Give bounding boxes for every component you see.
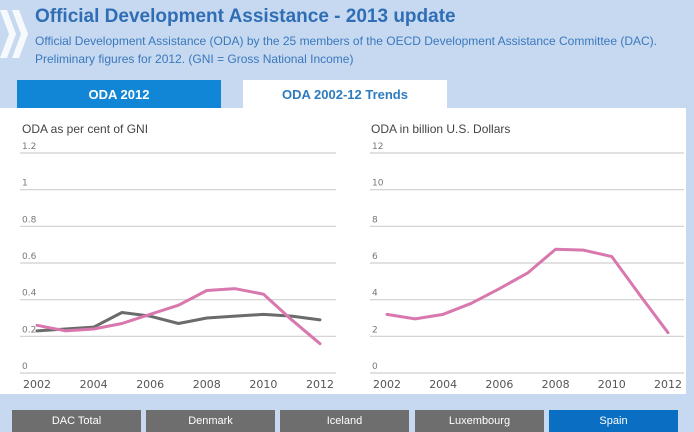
x-tick-label: 2006 — [136, 378, 164, 391]
y-tick-label: 0.4 — [22, 289, 37, 299]
oecd-chevrons-icon — [0, 10, 28, 58]
y-tick-label: 0 — [22, 362, 28, 372]
x-tick-label: 2002 — [23, 378, 51, 391]
x-tick-label: 2002 — [373, 378, 401, 391]
y-tick-label: 1 — [22, 179, 28, 189]
x-tick-label: 2008 — [193, 378, 221, 391]
y-tick-label: 4 — [372, 289, 378, 299]
country-selector: DAC Total Denmark Iceland Luxembourg Spa… — [0, 410, 694, 432]
y-tick-label: 0.6 — [22, 252, 37, 262]
y-tick-label: 1.2 — [22, 142, 36, 152]
chart-title-gni: ODA as per cent of GNI — [22, 122, 149, 136]
series-line-spain[interactable] — [385, 247, 670, 335]
x-tick-label: 2004 — [80, 378, 108, 391]
x-tick-label: 2006 — [485, 378, 513, 391]
x-tick-label: 2012 — [654, 378, 682, 391]
tab-oda-trends[interactable]: ODA 2002-12 Trends — [243, 80, 447, 108]
country-button-iceland[interactable]: Iceland — [280, 410, 409, 432]
country-button-spain[interactable]: Spain — [549, 410, 678, 432]
y-tick-label: 12 — [372, 142, 383, 152]
page-subtitle: Official Development Assistance (ODA) by… — [35, 34, 658, 66]
x-tick-label: 2012 — [306, 378, 334, 391]
y-tick-label: 6 — [372, 252, 378, 262]
country-button-dac-total[interactable]: DAC Total — [12, 410, 141, 432]
y-tick-label: 8 — [372, 215, 378, 225]
y-tick-label: 0.8 — [22, 215, 37, 225]
x-tick-label: 2010 — [598, 378, 626, 391]
series-line-dac-total[interactable] — [35, 311, 322, 333]
chart-title-usd: ODA in billion U.S. Dollars — [371, 122, 511, 136]
x-tick-label: 2004 — [429, 378, 457, 391]
x-tick-label: 2008 — [542, 378, 570, 391]
y-tick-label: 2 — [372, 325, 378, 335]
y-tick-label: 0.2 — [22, 325, 36, 335]
series-line-spain[interactable] — [35, 287, 322, 346]
x-tick-label: 2010 — [249, 378, 277, 391]
y-tick-label: 10 — [372, 179, 384, 189]
tab-oda-2012[interactable]: ODA 2012 — [17, 80, 221, 108]
page-title: Official Development Assistance - 2013 u… — [35, 6, 456, 27]
y-tick-label: 0 — [372, 362, 378, 372]
country-button-luxembourg[interactable]: Luxembourg — [415, 410, 544, 432]
country-button-denmark[interactable]: Denmark — [146, 410, 275, 432]
